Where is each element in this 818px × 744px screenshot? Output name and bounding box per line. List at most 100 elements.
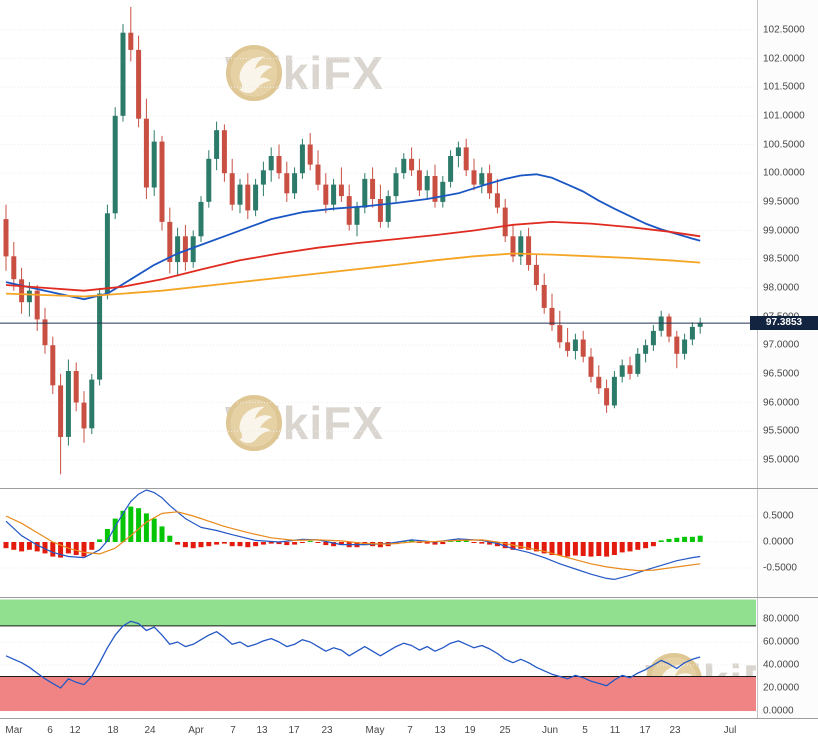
macd-bar [81,542,87,557]
macd-bar [245,542,251,548]
x-axis-label: 7 [230,725,236,736]
candle-body [658,316,664,331]
candle-body [416,170,422,191]
macd-bar [580,542,586,556]
panel-divider[interactable] [0,718,818,719]
x-axis-label: Jun [541,725,559,736]
macd-bar [143,513,149,542]
candle-body [128,32,134,50]
macd-chart-svg [0,489,756,581]
y-axis-label: 98.0000 [763,282,800,294]
candle-body [588,356,594,377]
y-axis-label: 100.5000 [763,139,805,150]
macd-bar [175,542,181,545]
macd-bar [448,540,454,542]
x-axis-label: Jul [723,725,737,736]
macd-bar [689,536,695,542]
macd-bar [253,542,259,547]
macd-bar [526,542,532,550]
macd-bar [136,508,142,542]
candle-body [432,176,438,202]
macd-bar [182,542,188,548]
macd-bar [572,542,578,556]
y-axis-label: 99.0000 [763,225,800,236]
candle-body [697,322,703,327]
macd-bar [658,540,664,542]
macd-bar [214,542,220,545]
macd-histogram [3,506,703,558]
candle-body [331,184,337,205]
candle-body [260,170,266,185]
candle-body [237,184,243,205]
candle-body [346,196,352,225]
candle-body [167,221,173,262]
candle-body [276,156,282,174]
macd-bar [666,538,672,542]
candle-body [627,365,633,374]
macd-bar [11,542,17,550]
macd-bar [518,542,524,549]
macd-bar [42,542,48,554]
y-axis-label: 99.5000 [763,196,800,208]
panel-divider[interactable] [0,488,818,489]
x-axis-label: 17 [639,725,651,736]
x-axis-label: Mar [5,725,23,736]
candle-body [221,130,227,174]
macd-bar [237,542,243,547]
macd-bar [565,542,571,557]
candle-body [502,207,508,237]
macd-bar [611,542,617,555]
candle-body [65,371,71,437]
y-axis-label: 0.5000 [763,510,794,522]
candle-body [58,385,64,437]
panel-divider[interactable] [0,597,818,598]
candlestick-chart-svg [0,6,756,475]
macd-bar [260,542,266,545]
x-axis-label: 24 [144,725,156,736]
x-axis-label: 6 [47,725,53,736]
candle-body [292,173,298,194]
macd-bar [206,542,212,547]
candle-body [34,290,40,320]
candle-body [104,213,110,294]
macd-bar [479,542,485,544]
macd-bar [331,542,337,547]
macd-bar [19,542,25,552]
macd-bar [284,542,290,546]
price-scale-axis[interactable]: 102.5000 102.0000 101.5000 101.0000 100.5000… [757,0,818,719]
price-panel[interactable]: WikiFX WikiFX [0,0,756,488]
candle-body [190,236,196,263]
candle-body [120,32,126,116]
candle-body [479,173,485,185]
candle-body [284,173,290,194]
candle-body [580,339,586,357]
candle-body [409,158,415,171]
y-axis-label: 100.0000 [763,167,805,179]
y-axis-label: -0.5000 [763,562,797,574]
macd-panel[interactable] [0,489,756,597]
macd-bar [471,542,477,543]
candle-body [463,147,469,171]
y-axis-label: 40.0000 [763,659,800,671]
candle-body [533,264,539,285]
macd-bar [34,542,40,552]
candle-body [11,256,17,280]
candle-body [362,178,368,208]
time-axis[interactable]: Mar 6 12 18 24 Apr 7 13 17 23 May 7 13 19 25 Jun 5 11 17 23… [0,719,818,744]
candle-body [596,376,602,389]
candle-body [253,184,259,211]
macd-bar [315,542,321,543]
macd-bar [682,536,688,542]
macd-bar [432,542,438,545]
y-axis-label: 102.0000 [763,53,805,64]
macd-bar [167,535,173,542]
candle-body [206,158,212,202]
oscillator-panel[interactable]: WikiFX [0,598,756,718]
candle-body [214,130,220,159]
ma-slow-line [5,252,701,298]
macd-bar [276,542,282,545]
y-axis-label: 101.0000 [763,110,805,122]
candle-body [619,365,625,377]
macd-bar [463,540,469,542]
